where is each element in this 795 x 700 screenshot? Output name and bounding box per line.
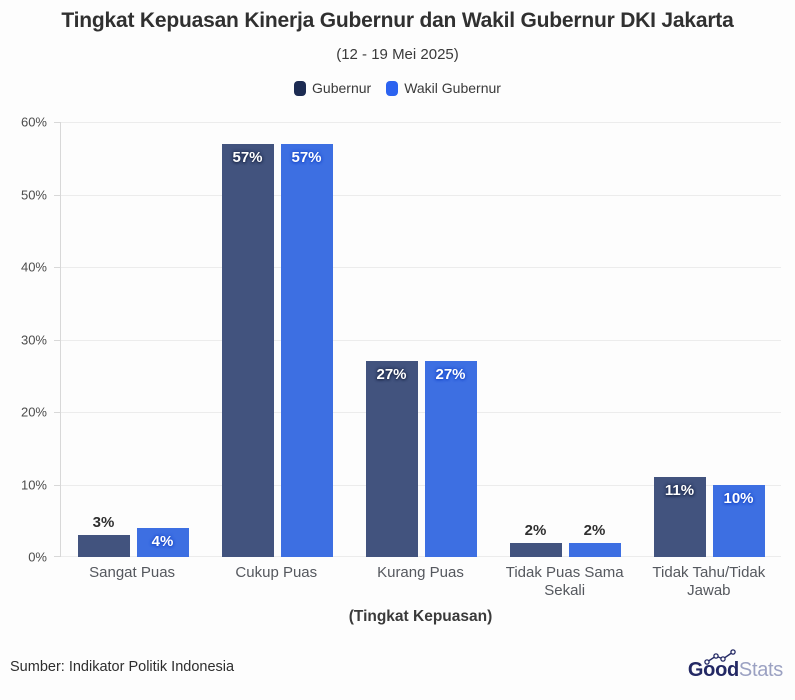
gridline <box>61 194 781 196</box>
y-axis-tick-label: 50% <box>20 187 47 202</box>
bar-group-tidak-tahu-tidak-jawab: 11% 10% <box>637 122 781 557</box>
x-axis-category-label: Tidak Tahu/Tidak Jawab <box>652 564 766 600</box>
bar-wakil-gubernur: 2% <box>568 522 621 557</box>
bar-gubernur: 11% <box>653 477 706 557</box>
bar-value-label: 4% <box>151 533 174 550</box>
bar-value-label: 27% <box>435 366 466 384</box>
y-axis-tick-label: 40% <box>20 259 47 275</box>
y-axis-tick-label: 0% <box>28 549 47 565</box>
bar-value-label: 10% <box>723 489 754 507</box>
y-axis-tick-label: 60% <box>20 114 47 130</box>
bar-gubernur: 2% <box>509 522 562 557</box>
y-axis-tick <box>54 484 60 486</box>
legend-label: Gubernur <box>312 80 372 96</box>
gridline <box>61 484 781 486</box>
y-axis-tick <box>54 556 60 557</box>
y-axis-tick <box>54 194 60 196</box>
x-axis-category-label: Kurang Puas <box>377 564 464 581</box>
chart-subtitle: (12 - 19 Mei 2025) <box>336 46 459 63</box>
y-axis-tick <box>54 412 60 414</box>
y-axis-tick-label: 10% <box>20 477 47 493</box>
bar-value-label: 2% <box>583 521 606 539</box>
y-axis-tick <box>54 122 60 123</box>
plot-area: 3% 4% 57% 57% 27% 27% 2% 2% 11% 10% <box>60 122 781 557</box>
x-axis-category-label: Cukup Puas <box>235 564 318 581</box>
bar-wakil-gubernur: 27% <box>424 361 477 557</box>
bar-wakil-gubernur: 10% <box>712 484 765 557</box>
bar-value-label: 3% <box>92 514 115 532</box>
bar-wakil-gubernur: 57% <box>280 143 333 557</box>
legend-item-gubernur: Gubernur <box>294 80 371 96</box>
bar-value-label: 27% <box>376 366 407 384</box>
logo-text-bold: Good <box>687 659 739 681</box>
bar-group-cukup-puas: 57% 57% <box>205 122 349 557</box>
bar-value-label: 57% <box>291 148 322 166</box>
legend-swatch-icon <box>294 80 307 96</box>
gridline <box>61 122 781 123</box>
y-axis-tick-label: 20% <box>20 404 47 420</box>
y-axis-tick <box>54 267 60 269</box>
legend-label: Wakil Gubernur <box>404 80 501 96</box>
logo-text-light: Stats <box>738 659 783 681</box>
bar-value-label: 11% <box>664 482 695 500</box>
chart-title: Tingkat Kepuasan Kinerja Gubernur dan Wa… <box>61 9 734 32</box>
gridline <box>61 267 781 269</box>
y-axis-tick-label: 30% <box>20 332 47 347</box>
bar-gubernur: 3% <box>77 514 130 557</box>
logo-sparkline-icon <box>704 649 736 665</box>
bar-value-label: 2% <box>524 521 547 539</box>
gridline <box>61 339 781 341</box>
gridline <box>61 412 781 414</box>
bar-gubernur: 57% <box>221 143 274 557</box>
bar-group-tidak-puas-sama-sekali: 2% 2% <box>493 122 637 557</box>
bar-group-sangat-puas: 3% 4% <box>61 122 205 557</box>
bar-gubernur: 27% <box>365 361 418 557</box>
bar-wakil-gubernur: 4% <box>136 528 189 557</box>
x-axis-category-label: Tidak Puas Sama Sekali <box>505 564 624 600</box>
x-axis-title: (Tingkat Kepuasan) <box>348 608 493 625</box>
legend-item-wakil-gubernur: Wakil Gubernur <box>386 80 501 96</box>
bar-group-kurang-puas: 27% 27% <box>349 122 493 557</box>
source-credit: Sumber: Indikator Politik Indonesia <box>10 659 235 675</box>
legend-swatch-icon <box>386 80 399 96</box>
bar-value-label: 57% <box>232 148 263 166</box>
gridline <box>61 556 781 557</box>
x-axis-category-label: Sangat Puas <box>89 564 176 581</box>
y-axis-tick <box>54 339 60 341</box>
y-axis: 0% 10% 20% 30% 40% 50% 60% <box>0 115 60 565</box>
x-axis-category-labels: Sangat Puas Cukup Puas Kurang Puas Tidak Pu… <box>60 564 781 601</box>
chart-legend: Gubernur Wakil Gubernur <box>0 80 795 96</box>
goodstats-logo: GoodStats <box>687 649 783 681</box>
